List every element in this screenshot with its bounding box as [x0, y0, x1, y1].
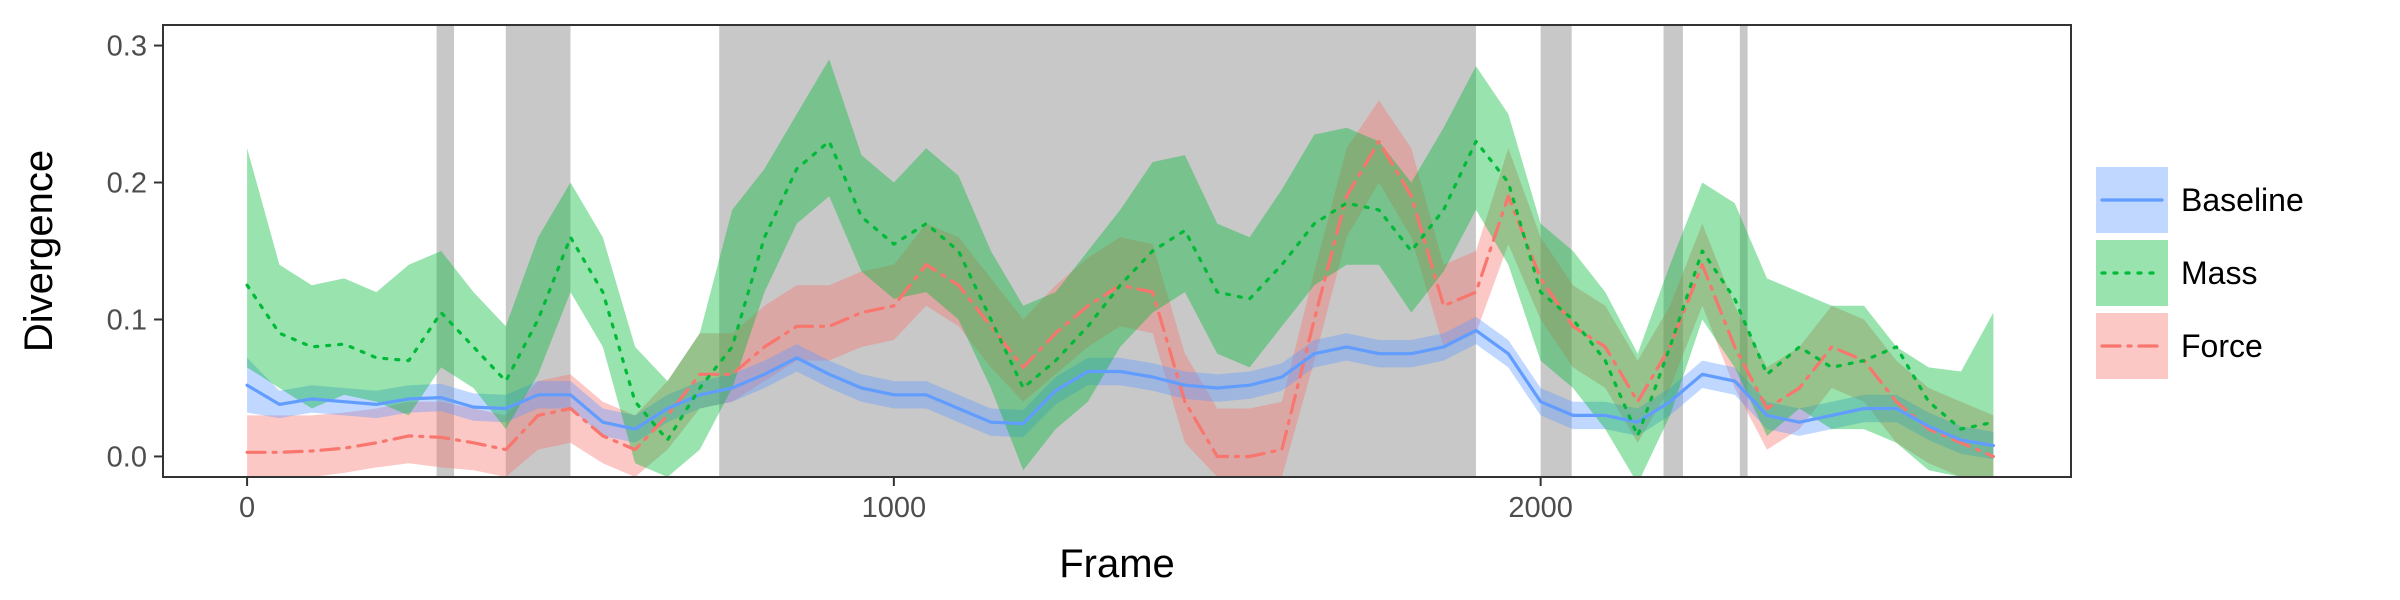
x-tick-label: 0: [239, 492, 255, 524]
shaded-region-4: [1540, 25, 1572, 477]
shaded-region-1: [436, 25, 455, 477]
shaded-region-5: [1663, 25, 1683, 477]
y-axis: 0.0 0.1 0.2 0.3: [107, 31, 163, 473]
shaded-region-6: [1739, 25, 1748, 477]
legend-label-force: Force: [2181, 328, 2263, 364]
legend: Baseline Mass Force: [2096, 167, 2304, 379]
mass-line: [245, 139, 1996, 442]
shaded-regions: [436, 25, 1748, 477]
mass-ribbon: [247, 59, 1994, 477]
x-tick-label: 2000: [1508, 492, 1573, 524]
legend-label-mass: Mass: [2181, 255, 2257, 291]
series-lines: [245, 139, 1996, 459]
y-tick-label: 0.1: [107, 304, 147, 336]
legend-label-baseline: Baseline: [2181, 182, 2304, 218]
x-axis-title: Frame: [1059, 542, 1175, 586]
y-tick-label: 0.3: [107, 31, 147, 63]
shaded-region-2: [505, 25, 571, 477]
y-tick-label: 0.2: [107, 168, 147, 200]
y-axis-title: Divergence: [17, 150, 61, 352]
y-tick-label: 0.0: [107, 441, 147, 473]
confidence-ribbons: [247, 59, 1994, 477]
force-ribbon: [247, 100, 1994, 477]
x-tick-label: 1000: [862, 492, 927, 524]
legend-key-mass: [2096, 240, 2168, 306]
shaded-region-3: [719, 25, 1476, 477]
baseline-line: [245, 328, 1996, 448]
plot-panel-border: [162, 24, 2072, 478]
x-axis: 0 1000 2000: [239, 477, 1573, 524]
